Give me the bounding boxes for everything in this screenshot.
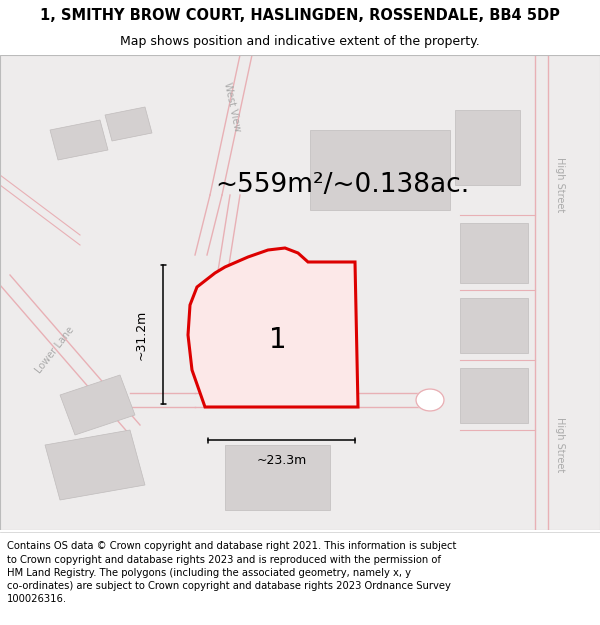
Polygon shape: [455, 110, 520, 185]
Text: 1, SMITHY BROW COURT, HASLINGDEN, ROSSENDALE, BB4 5DP: 1, SMITHY BROW COURT, HASLINGDEN, ROSSEN…: [40, 8, 560, 23]
Text: w Court: w Court: [302, 394, 338, 404]
Text: Map shows position and indicative extent of the property.: Map shows position and indicative extent…: [120, 35, 480, 48]
Text: ~23.3m: ~23.3m: [256, 454, 307, 466]
Polygon shape: [460, 368, 528, 423]
Text: ~559m²/~0.138ac.: ~559m²/~0.138ac.: [215, 172, 469, 198]
Polygon shape: [188, 248, 358, 407]
Polygon shape: [45, 430, 145, 500]
Polygon shape: [225, 445, 330, 510]
Polygon shape: [60, 375, 135, 435]
Text: High Street: High Street: [555, 418, 565, 472]
Text: 1: 1: [269, 326, 287, 354]
Text: Smithy Brow: Smithy Brow: [217, 268, 233, 322]
Text: Contains OS data © Crown copyright and database right 2021. This information is : Contains OS data © Crown copyright and d…: [7, 541, 457, 604]
Text: West View: West View: [222, 81, 242, 132]
Text: ~31.2m: ~31.2m: [134, 309, 148, 359]
Text: High Street: High Street: [555, 158, 565, 212]
Polygon shape: [460, 298, 528, 353]
Polygon shape: [50, 120, 108, 160]
Polygon shape: [105, 107, 152, 141]
Polygon shape: [460, 223, 528, 283]
Text: Lower Lane: Lower Lane: [34, 325, 76, 375]
Polygon shape: [310, 130, 450, 210]
Ellipse shape: [416, 389, 444, 411]
